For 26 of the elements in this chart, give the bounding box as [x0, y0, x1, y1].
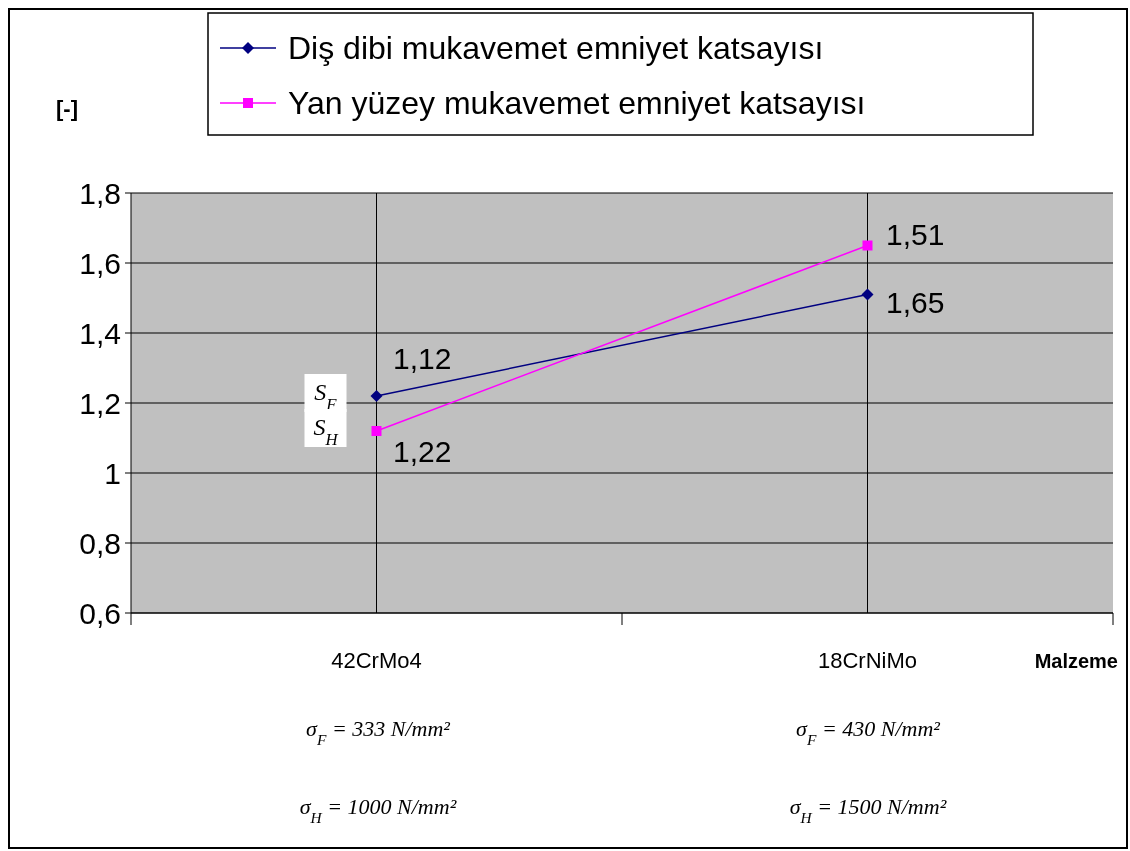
x-tick-label: 42CrMo4 [331, 648, 422, 673]
y-tick-label: 0,8 [79, 526, 121, 560]
point [862, 240, 873, 251]
y-tick-label: 1,6 [79, 246, 121, 280]
text: σ$_{F}$ = 333 N/mm² [306, 715, 451, 748]
annotation: 1,22 [393, 434, 452, 468]
point [371, 426, 382, 436]
text: σ$_{F}$ = 430 N/mm² [796, 715, 941, 748]
x-tick-label: 18CrNiMo [817, 648, 918, 673]
y-tick-label: 1,2 [79, 386, 121, 420]
y-tick-label: 0,6 [79, 596, 121, 630]
legend-label: Yan yüzey mukavemet emniyet katsayısı [288, 85, 866, 122]
y-axis-title: [-] [56, 96, 78, 121]
text: σ$_{H}$ = 1500 N/mm² [789, 793, 947, 826]
y-tick-label: 1,4 [79, 316, 121, 350]
annotation: 1,51 [886, 217, 945, 251]
x-axis-title: Malzeme [1034, 650, 1118, 672]
annotation: 1,12 [393, 341, 452, 375]
point [370, 390, 383, 402]
legend-label: Diş dibi mukavemet emniyet katsayısı [288, 30, 824, 67]
point [861, 288, 874, 301]
y-tick-label: 1 [104, 456, 121, 490]
annotation: 1,65 [886, 285, 945, 319]
annotation: S$_{H}$ [313, 414, 339, 449]
text: σ$_{H}$ = 1000 N/mm² [299, 793, 457, 826]
y-tick-label: 1,8 [79, 176, 121, 210]
